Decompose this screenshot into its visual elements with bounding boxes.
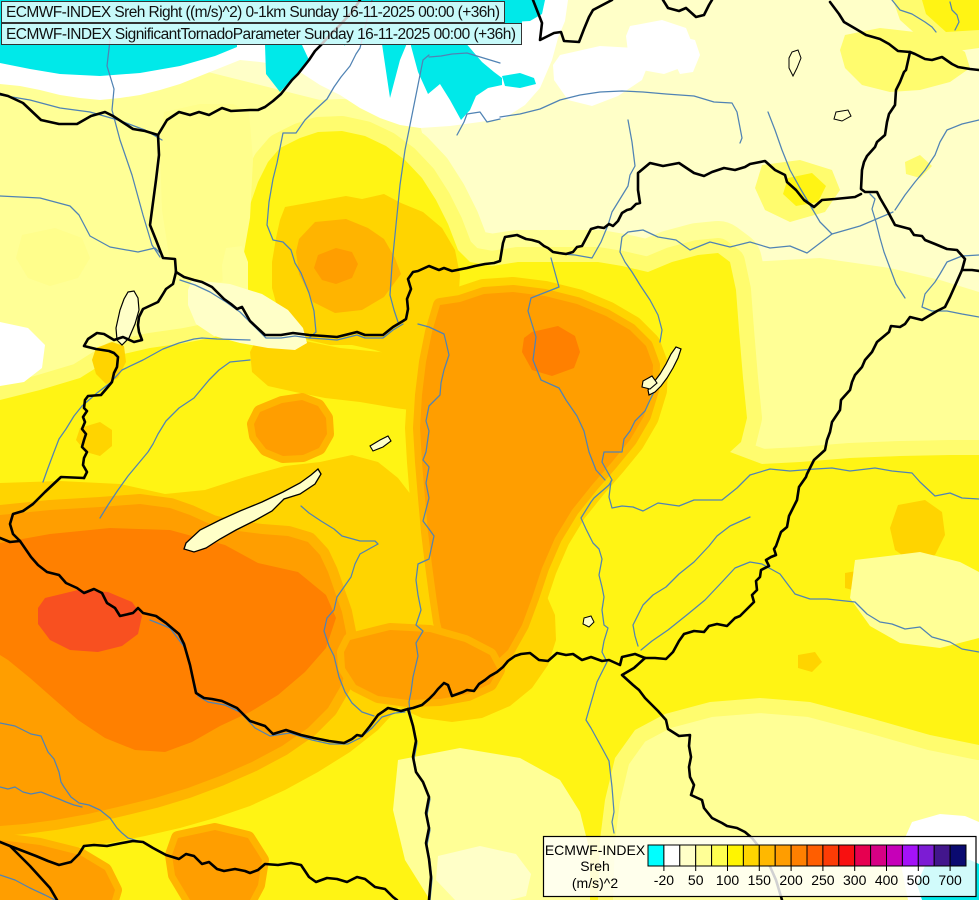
svg-text:(m/s)^2: (m/s)^2 xyxy=(572,875,618,891)
svg-text:ECMWF-INDEX SignificantTornado: ECMWF-INDEX SignificantTornadoParameter … xyxy=(6,26,516,43)
svg-text:50: 50 xyxy=(688,872,704,888)
svg-text:500: 500 xyxy=(907,872,931,888)
svg-text:300: 300 xyxy=(843,872,867,888)
svg-text:ECMWF-INDEX Sreh Right ((m/s)^: ECMWF-INDEX Sreh Right ((m/s)^2) 0-1km S… xyxy=(6,4,500,21)
svg-text:Sreh: Sreh xyxy=(580,858,610,874)
svg-text:-20: -20 xyxy=(654,872,674,888)
svg-text:400: 400 xyxy=(875,872,899,888)
svg-text:100: 100 xyxy=(716,872,740,888)
svg-text:700: 700 xyxy=(938,872,962,888)
svg-text:250: 250 xyxy=(811,872,835,888)
svg-text:200: 200 xyxy=(779,872,803,888)
svg-text:ECMWF-INDEX: ECMWF-INDEX xyxy=(545,842,646,858)
svg-text:150: 150 xyxy=(748,872,772,888)
